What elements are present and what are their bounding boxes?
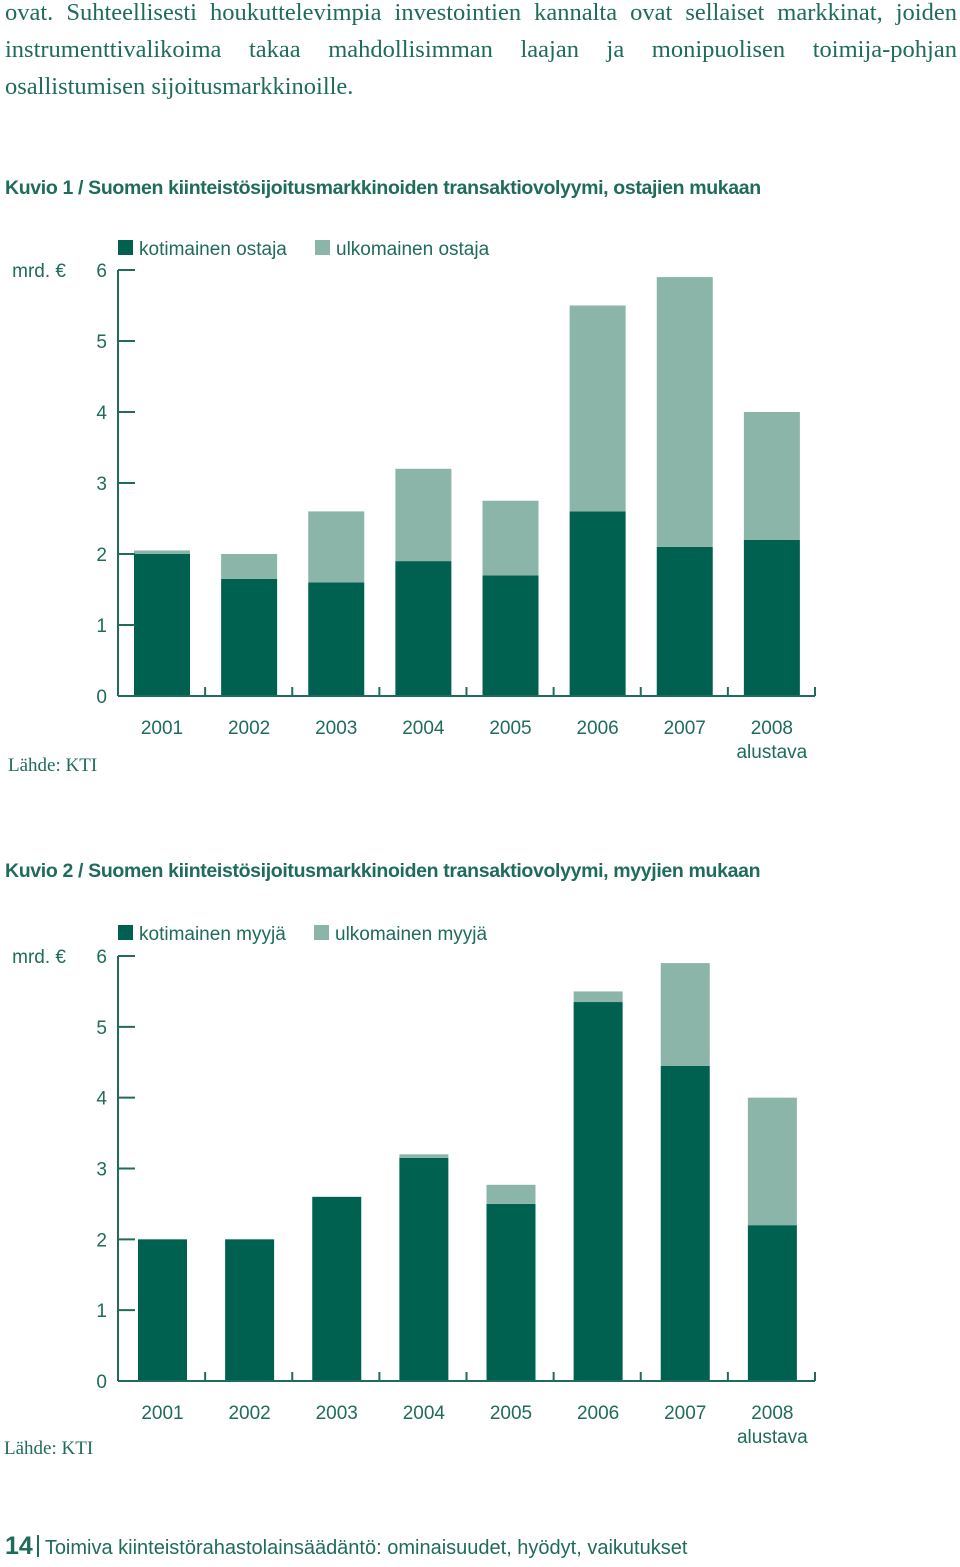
chart-2-title: Kuvio 2 / Suomen kiinteistösijoitusmarkk… [5,860,761,882]
x-label-2004: 2004 [403,1403,446,1424]
x-label-2001: 2001 [141,1403,183,1424]
page-footer: 14 Toimiva kiinteistörahastolainsäädäntö:… [5,1532,687,1561]
footer-text: Toimiva kiinteistörahastolainsäädäntö: o… [44,1537,688,1559]
bar-2001-domestic [134,554,190,696]
y-tick-label-2: 2 [96,545,107,566]
x-label-2007: 2007 [664,718,706,739]
y-axis-unit: mrd. € [12,261,66,282]
y-tick-label-1: 1 [96,616,107,637]
y-tick-label-2: 2 [96,1230,107,1251]
y-tick-label-4: 4 [96,403,107,424]
x-label-2006: 2006 [576,718,618,739]
bar-2006-foreign [573,991,623,1003]
bar-2006-domestic [569,511,626,696]
x-sublabel-2008: alustava [737,1427,808,1448]
bar-2003-domestic [312,1196,362,1381]
x-label-2003: 2003 [315,718,357,739]
y-axis-unit: mrd. € [12,947,66,968]
bar-2007-foreign [656,277,713,547]
x-label-2004: 2004 [402,718,445,739]
x-label-2008: 2008 [751,718,793,739]
y-tick-label-3: 3 [96,1160,107,1181]
bar-2007-foreign [660,963,710,1066]
bar-2001-foreign [134,550,190,554]
y-tick-label-3: 3 [96,474,107,495]
bar-2004-domestic [399,1157,449,1381]
bar-2008-foreign [743,412,800,540]
y-tick-label-0: 0 [96,687,107,708]
legend-swatch-2 [315,240,330,255]
x-label-2003: 2003 [316,1403,358,1424]
x-label-2002: 2002 [228,718,270,739]
bar-2006-domestic [573,1002,623,1381]
legend-swatch-1 [118,925,133,940]
legend-swatch-2 [314,925,329,940]
x-label-2005: 2005 [489,718,531,739]
bar-2002-foreign [221,554,278,579]
bar-2008-foreign [747,1097,797,1226]
bar-2004-foreign [399,1154,449,1158]
source-label: Lähde: KTI [4,1438,93,1459]
bar-2002-domestic [221,578,278,696]
bar-2005-foreign [486,1184,536,1204]
page-number: 14 [5,1532,33,1560]
y-tick-label-5: 5 [96,332,107,353]
x-sublabel-2008: alustava [736,742,807,763]
y-tick-label-6: 6 [96,261,107,282]
bar-2002-domestic [225,1239,275,1381]
x-label-2005: 2005 [490,1403,532,1424]
bar-2003-foreign [308,511,365,583]
bar-2007-domestic [660,1065,710,1381]
chart-1-title: Kuvio 1 / Suomen kiinteistösijoitusmarkk… [5,177,761,199]
x-label-2001: 2001 [141,718,183,739]
y-tick-label-5: 5 [96,1018,107,1039]
bar-2005-foreign [482,500,539,576]
bar-2003-domestic [308,582,365,696]
y-tick-label-0: 0 [96,1372,107,1393]
bar-2004-domestic [395,561,452,696]
x-label-2002: 2002 [228,1403,270,1424]
legend-label-1: kotimainen myyjä [139,924,286,945]
bar-2008-domestic [747,1225,797,1381]
bar-2001-domestic [138,1239,187,1381]
bar-2007-domestic [656,546,713,696]
source-label: Lähde: KTI [8,755,97,776]
y-tick-label-6: 6 [96,947,107,968]
y-tick-label-4: 4 [96,1089,107,1110]
footer-separator [36,1535,39,1557]
bar-2006-foreign [569,305,626,512]
x-label-2006: 2006 [577,1403,619,1424]
chart-1-buyers: kotimainen ostaja ulkomainen ostaja mrd. €… [8,239,816,776]
legend-label-2: ulkomainen ostaja [336,239,490,260]
bar-2005-domestic [482,575,539,696]
chart-2-sellers: kotimainen myyjä ulkomainen myyjä mrd. € 0 1… [4,924,816,1459]
bar-2005-domestic [486,1203,536,1381]
bar-2004-foreign [395,468,452,562]
bar-2008-domestic [743,539,800,696]
x-label-2007: 2007 [664,1403,706,1424]
legend-label-1: kotimainen ostaja [139,239,287,260]
x-label-2008: 2008 [751,1403,793,1424]
legend-swatch-1 [118,240,133,255]
legend-label-2: ulkomainen myyjä [335,924,487,945]
y-tick-label-1: 1 [96,1301,107,1322]
intro-paragraph: ovat. Suhteellisesti houkuttelevimpia in… [5,0,957,100]
